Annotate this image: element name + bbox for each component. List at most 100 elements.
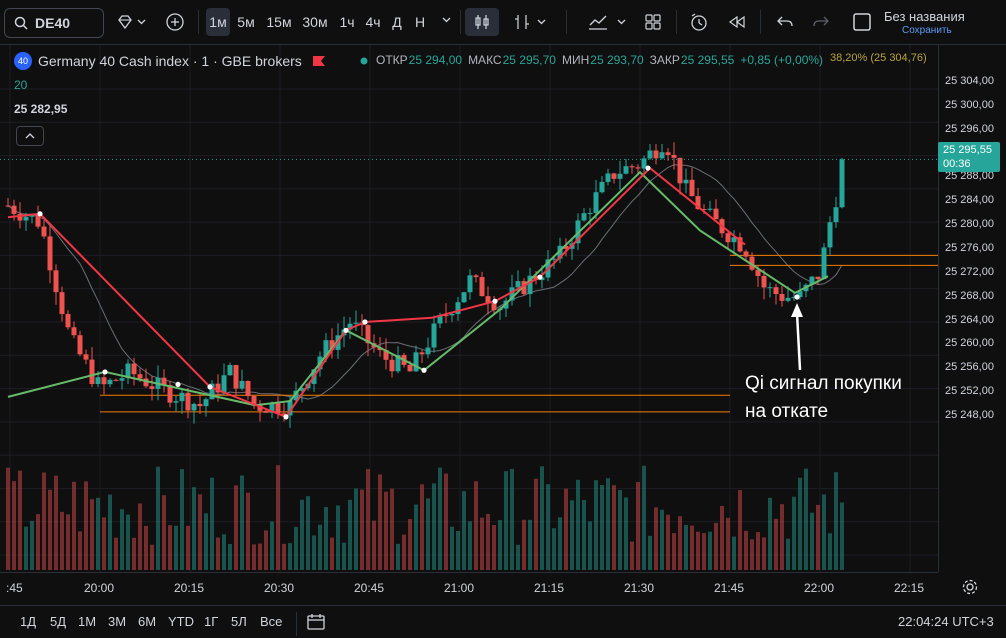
volume-bar <box>720 505 724 570</box>
candle-body <box>233 365 239 389</box>
candle-body <box>347 323 353 330</box>
time-tick: 22:15 <box>894 581 925 595</box>
candle-body <box>473 275 479 278</box>
candle-body <box>695 196 701 210</box>
alert-button[interactable] <box>684 8 714 36</box>
candle-body <box>179 392 185 402</box>
interval-button-2[interactable]: 5м <box>237 14 255 30</box>
volume-bar <box>354 488 358 570</box>
candle-body <box>749 256 755 270</box>
interval-button-8[interactable]: Н <box>414 14 426 30</box>
range-button[interactable]: Все <box>260 614 283 629</box>
range-button[interactable]: 1М <box>78 614 97 629</box>
chart-templates-button[interactable] <box>578 8 634 36</box>
candles-chart-type-button[interactable] <box>465 8 499 36</box>
interval-button-3[interactable]: 15м <box>266 14 292 30</box>
range-button[interactable]: 5Д <box>50 614 67 629</box>
symbol-type-dropdown[interactable] <box>108 8 154 36</box>
candle-body <box>791 297 797 299</box>
price-tick: 25 288,00 <box>945 170 994 183</box>
volume-bar <box>138 503 142 570</box>
candle-body <box>833 207 839 223</box>
volume-bar <box>726 517 730 570</box>
candle-body <box>65 314 71 328</box>
layout-save-button[interactable]: Без названия Сохранить <box>852 8 1000 36</box>
replay-button[interactable] <box>722 8 752 36</box>
volume-bar <box>822 494 826 570</box>
candle-body <box>515 281 521 288</box>
range-button[interactable]: 6М <box>138 614 157 629</box>
range-button[interactable]: 3М <box>108 614 127 629</box>
exchange-badge: 40 <box>14 52 32 70</box>
interval-button-6[interactable]: 4ч <box>365 14 381 30</box>
candle-body <box>773 287 779 295</box>
candle-body <box>299 388 305 391</box>
volume-bar <box>660 509 664 570</box>
time-axis[interactable]: :45 20:00 20:15 20:30 20:45 21:00 21:15 21:30 21… <box>0 572 978 601</box>
indicators-button[interactable] <box>505 8 553 36</box>
volume-bar <box>762 537 766 570</box>
calendar-icon[interactable] <box>306 613 326 631</box>
candle-body <box>815 276 821 280</box>
swing-point-marker <box>794 294 800 300</box>
volume-bar <box>384 491 388 570</box>
bottom-toolbar: 22:04:24 UTC+3 1Д 5Д 1М 3М 6М YTD 1Г 5Л Все <box>0 605 1006 638</box>
toolbar-separator <box>296 612 297 636</box>
clock-timezone[interactable]: 22:04:24 UTC+3 <box>898 614 994 629</box>
volume-bar <box>324 507 328 570</box>
volume-bar <box>288 543 292 570</box>
candle-body <box>755 269 761 276</box>
price-chart-canvas[interactable] <box>0 45 938 572</box>
range-button[interactable]: 1Г <box>204 614 219 629</box>
chart-pane[interactable] <box>0 45 938 572</box>
volume-bar <box>810 512 814 570</box>
range-button[interactable]: 1Д <box>20 614 37 629</box>
chevron-down-icon[interactable] <box>442 17 451 23</box>
volume-bar <box>498 520 502 570</box>
add-symbol-button[interactable] <box>160 8 190 36</box>
collapse-legend-button[interactable] <box>16 126 44 146</box>
candle-body <box>653 150 659 159</box>
range-button[interactable]: YTD <box>168 614 194 629</box>
candle-body <box>407 364 413 372</box>
candle-body <box>647 150 653 159</box>
last-price-value: 25 295,55 <box>943 144 992 156</box>
candle-body <box>245 381 251 397</box>
redo-button[interactable] <box>806 8 836 36</box>
moving-average-line <box>7 164 843 400</box>
series-title[interactable]: Germany 40 Cash index · 1 · GBE brokers <box>38 53 302 69</box>
symbol-search-box[interactable]: DE40 <box>4 8 104 38</box>
settings-gear-icon[interactable] <box>962 579 978 595</box>
bar-countdown: 00:36 <box>943 158 971 170</box>
chevron-down-icon <box>537 19 546 25</box>
volume-bar <box>672 533 676 570</box>
volume-bar <box>474 481 478 570</box>
candle-body <box>479 277 485 297</box>
interval-button-5[interactable]: 1ч <box>339 14 355 30</box>
toolbar-separator <box>460 10 461 34</box>
volume-bar <box>528 519 532 570</box>
interval-button-4[interactable]: 30м <box>302 14 328 30</box>
price-tick: 25 300,00 <box>945 98 994 111</box>
search-icon <box>13 15 29 31</box>
interval-button-1[interactable]: 1м <box>206 8 230 36</box>
layouts-button[interactable] <box>638 8 668 36</box>
candle-body <box>389 359 395 372</box>
undo-button[interactable] <box>770 8 800 36</box>
volume-bar <box>768 497 772 570</box>
volume-bar <box>108 494 112 570</box>
interval-button-7[interactable]: Д <box>392 14 402 30</box>
range-button[interactable]: 5Л <box>231 614 247 629</box>
candle-body <box>467 275 473 293</box>
volume-bar <box>492 525 496 570</box>
candle-body <box>761 275 767 288</box>
candle-body <box>437 315 443 324</box>
annotation-arrow-line <box>795 312 802 371</box>
candle-body <box>551 258 557 260</box>
volume-bar <box>18 470 22 570</box>
buy-signal-annotation[interactable]: Qi сигнал покупки на откате <box>745 370 902 426</box>
chevron-up-icon <box>25 133 35 139</box>
volume-bar <box>444 473 448 570</box>
candle-body <box>629 166 635 168</box>
